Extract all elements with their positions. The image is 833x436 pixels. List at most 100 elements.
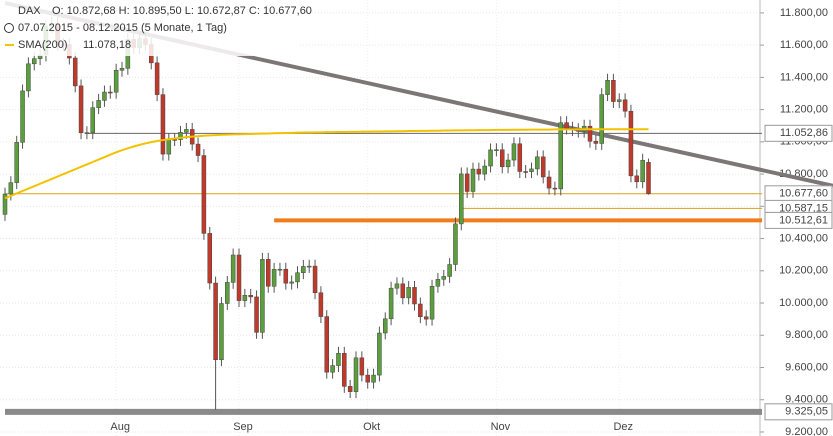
legend-label: SMA(200): [18, 39, 68, 51]
value-box-label: 9.325,05: [785, 406, 828, 418]
y-tick-label: 10.400,00: [779, 232, 828, 244]
candle-body: [289, 281, 294, 284]
candle-body: [96, 100, 101, 108]
candle-body: [377, 332, 382, 376]
candle-body: [254, 296, 259, 333]
candle-body: [535, 156, 540, 170]
candle-body: [476, 168, 482, 175]
candle-body: [219, 303, 224, 361]
y-tick-label: 9.800,00: [785, 329, 828, 341]
candle-body: [78, 85, 84, 134]
sma-line: [4, 128, 649, 200]
candle-body: [640, 159, 645, 183]
candle-body: [2, 193, 8, 215]
candle-body: [236, 254, 242, 301]
candle-body: [225, 282, 230, 304]
candle-body: [283, 268, 289, 284]
candle-body: [102, 91, 107, 101]
candle-body: [90, 107, 95, 133]
value-box: [764, 124, 833, 142]
candle-body: [342, 353, 347, 387]
candle-body: [166, 139, 172, 155]
value-box-label: 11.052,86: [780, 127, 828, 139]
clock-icon: [4, 23, 14, 33]
candle-body: [359, 357, 365, 376]
x-tick-label: Okt: [363, 421, 380, 433]
candle-body: [599, 94, 604, 144]
ohlc: O: 10.872,68 H: 10.895,50 L: 10.672,87 C…: [52, 5, 312, 17]
y-tick-label: 10.200,00: [779, 265, 828, 277]
candle-body: [371, 374, 376, 383]
y-tick-label: 11.600,00: [780, 39, 828, 51]
candle-body: [312, 265, 318, 293]
candle-body: [441, 276, 446, 280]
y-tick-label: 10.000,00: [779, 297, 828, 309]
candle-body: [72, 57, 78, 87]
candle-body: [529, 168, 534, 172]
candle-body: [593, 140, 599, 144]
candle-body: [365, 374, 370, 383]
candle-body: [552, 187, 558, 190]
candle-body: [207, 233, 212, 284]
candle-body: [271, 269, 277, 287]
x-tick-label: Dez: [613, 421, 633, 433]
candle-body: [108, 91, 113, 94]
candle-body: [154, 62, 160, 95]
candle-body: [505, 159, 511, 168]
candle-body: [617, 99, 622, 102]
x-tick-label: Aug: [110, 421, 130, 433]
candle-body: [20, 90, 25, 143]
candle-body: [634, 175, 640, 183]
y-tick-label: 9.400,00: [785, 394, 828, 406]
value-box-label: 10.587,15: [779, 202, 828, 214]
candle-body: [260, 259, 265, 333]
candle-body: [388, 287, 394, 320]
candle-body: [646, 162, 651, 195]
candle-body: [277, 268, 283, 271]
candle-body: [464, 173, 470, 192]
candle-body: [324, 316, 329, 373]
date-range: 07.07.2015 - 08.12.2015 (5 Monate, 1 Tag…: [18, 22, 227, 34]
candle-body: [511, 143, 517, 161]
candle-body: [459, 173, 464, 225]
candle-body: [453, 223, 458, 265]
candle-body: [406, 287, 411, 299]
value-box-label: 10.677,60: [779, 188, 828, 200]
symbol: DAX: [18, 5, 41, 17]
y-tick-label: 9.600,00: [785, 361, 828, 373]
legend-value: 11.078,18: [83, 39, 131, 51]
y-tick-label: 9.200,00: [785, 426, 828, 436]
candle-body: [213, 282, 218, 361]
candle-body: [347, 386, 353, 392]
candle-body: [353, 357, 359, 392]
candle-body: [301, 266, 306, 273]
candle-body: [500, 149, 505, 168]
candle-body: [84, 132, 90, 134]
candle-body: [418, 303, 423, 317]
candle-body: [318, 292, 324, 317]
candle-body: [8, 182, 14, 195]
candle-body: [523, 171, 528, 173]
y-tick-label: 11.200,00: [780, 104, 828, 116]
candle-body: [178, 132, 183, 140]
candle-body: [160, 94, 166, 155]
candle-body: [295, 272, 300, 283]
candle-body: [201, 155, 207, 234]
candle-body: [336, 353, 341, 366]
candle-body: [488, 149, 493, 167]
y-tick-label: 11.400,00: [780, 71, 828, 83]
candle-body: [113, 70, 119, 93]
value-box: [764, 403, 833, 421]
candle-body: [330, 365, 335, 373]
candle-body: [412, 287, 417, 305]
candle-body: [470, 168, 476, 192]
candle-body: [32, 58, 37, 65]
candle-body: [540, 156, 546, 178]
candle-body: [429, 286, 435, 320]
candle-body: [494, 149, 499, 151]
y-tick-label: 11.800,00: [780, 7, 828, 19]
candle-body: [628, 110, 634, 177]
value-box-label: 10.512,61: [779, 214, 828, 226]
